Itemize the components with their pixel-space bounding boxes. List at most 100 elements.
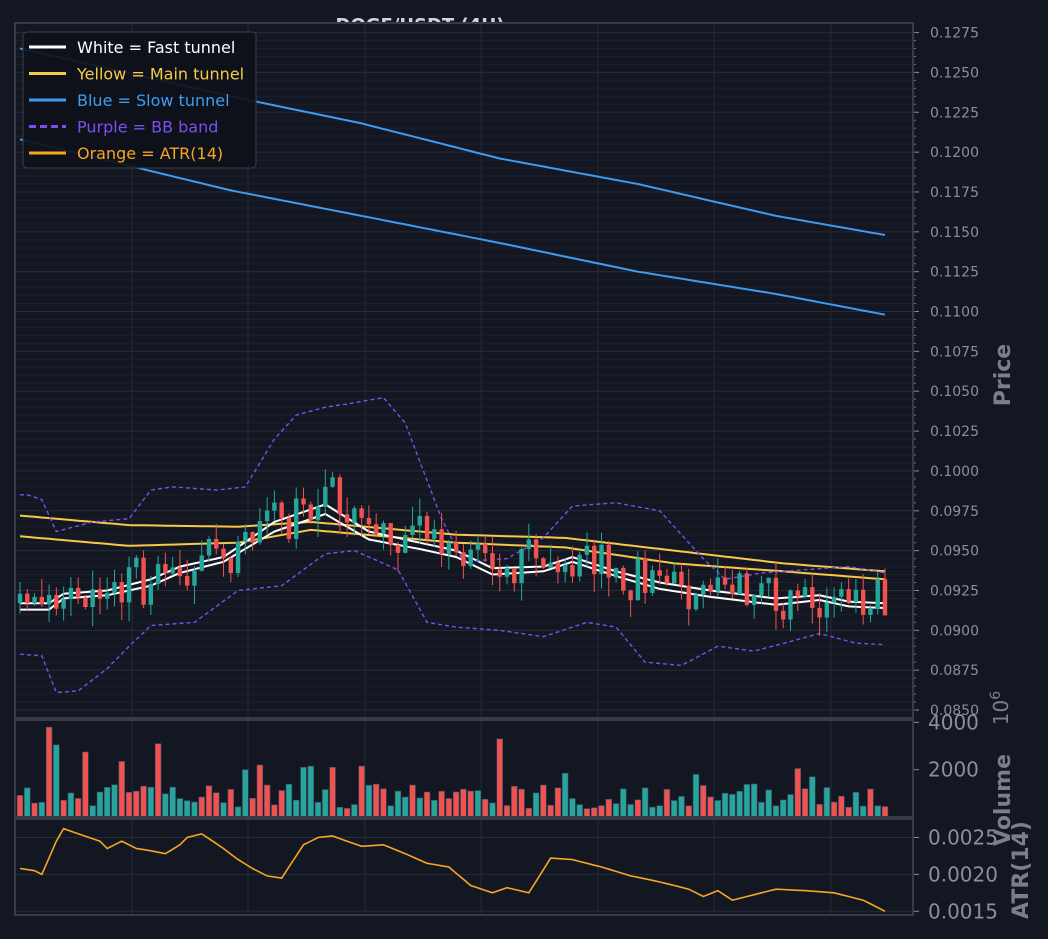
volume-bar [554,787,562,818]
candles-layer [17,469,888,637]
candle-body [730,584,735,595]
candle-body [759,583,764,596]
candle-body [61,599,66,609]
volume-bar [830,801,838,818]
volume-bar [314,802,322,818]
volume-bar [205,785,213,818]
candle-body [461,552,466,567]
volume-bar [845,806,852,818]
volume-bar [285,783,293,818]
candle-body [323,486,328,507]
candle-body [301,498,306,505]
candle-body [555,562,561,573]
candle-body [468,549,473,567]
volume-bar [183,800,191,818]
volume-bar [678,796,685,818]
volume-bar [801,788,809,818]
atr-panel-bg [15,819,913,915]
volume-bar [365,784,373,818]
candle-body [257,521,263,543]
volume-bar [198,796,205,818]
volume-bar [111,784,118,818]
candle-body [664,575,670,584]
candle-body [512,568,517,584]
candle-body [417,515,422,526]
candle-body [533,539,539,559]
volume-bar [380,788,387,818]
volume-bar [31,802,38,818]
legend: White = Fast tunnel Yellow = Main tunnel B… [22,31,257,169]
candle-body [722,577,728,585]
candle-body [148,583,154,605]
price-tick-label: 0.0850 [930,703,979,719]
volume-bar [489,802,496,818]
candle-body [432,529,437,539]
legend-box [22,31,257,169]
candle-body [214,539,219,549]
candle-body [286,517,292,539]
volume-bar [351,804,358,818]
candle-body [868,608,873,615]
volume-bar [859,805,867,818]
volume-bar [16,795,24,818]
candle-body [119,582,124,603]
candle-body [882,579,888,616]
candle-body [235,541,241,574]
volume-tick-label: 4000 [928,710,979,734]
volume-bar [518,788,525,818]
candle-body [388,523,393,546]
volume-bar [598,805,605,818]
candle-body [766,577,771,584]
volume-bar [540,784,547,818]
candle-body [373,524,379,534]
candle-body [475,543,481,550]
volume-bar [452,791,460,818]
volume-panel-frame [14,719,914,818]
candle-body [773,577,779,611]
candle-body [294,498,299,539]
volume-bar [772,805,780,818]
volume-bar [496,738,503,818]
volume-bar [736,791,743,818]
price-tick-label: 0.1000 [930,464,979,480]
volume-bar [147,786,155,818]
candle-body [519,549,524,584]
candle-body [541,558,546,568]
volume-bar [431,799,438,818]
candle-body [875,579,880,609]
volume-bar [729,794,736,818]
volume-bar [620,788,627,818]
volume-bar [53,744,60,818]
candle-body [810,587,815,608]
candle-body [395,545,401,553]
volume-bar [242,769,249,818]
candle-body [504,568,510,577]
candle-body [403,535,408,553]
volume-bar [38,801,46,818]
candle-body [737,573,742,595]
candle-body [490,553,495,570]
volume-bar [758,802,765,818]
candle-body [446,542,452,554]
volume-bar [503,805,511,818]
candle-body [570,565,575,577]
volume-bar [794,768,801,818]
volume-bar [82,751,89,818]
volume-bar [300,767,307,818]
volume-bar [612,803,620,818]
candle-body [831,596,837,603]
price-tick-label: 0.1025 [930,424,979,440]
volume-bar [707,796,714,818]
candle-body [562,565,568,573]
candle-body [453,542,459,553]
candle-body [693,594,699,610]
legend-item-label: Yellow = Main tunnel [76,65,244,84]
volume-bar [263,784,271,818]
candle-body [308,504,313,521]
series-line [20,512,886,611]
volume-exponent-power: 6 [988,691,1004,700]
volume-bar [249,798,256,818]
volume-bar [67,792,75,818]
volume-bar [692,774,700,818]
volume-bar [627,804,634,818]
